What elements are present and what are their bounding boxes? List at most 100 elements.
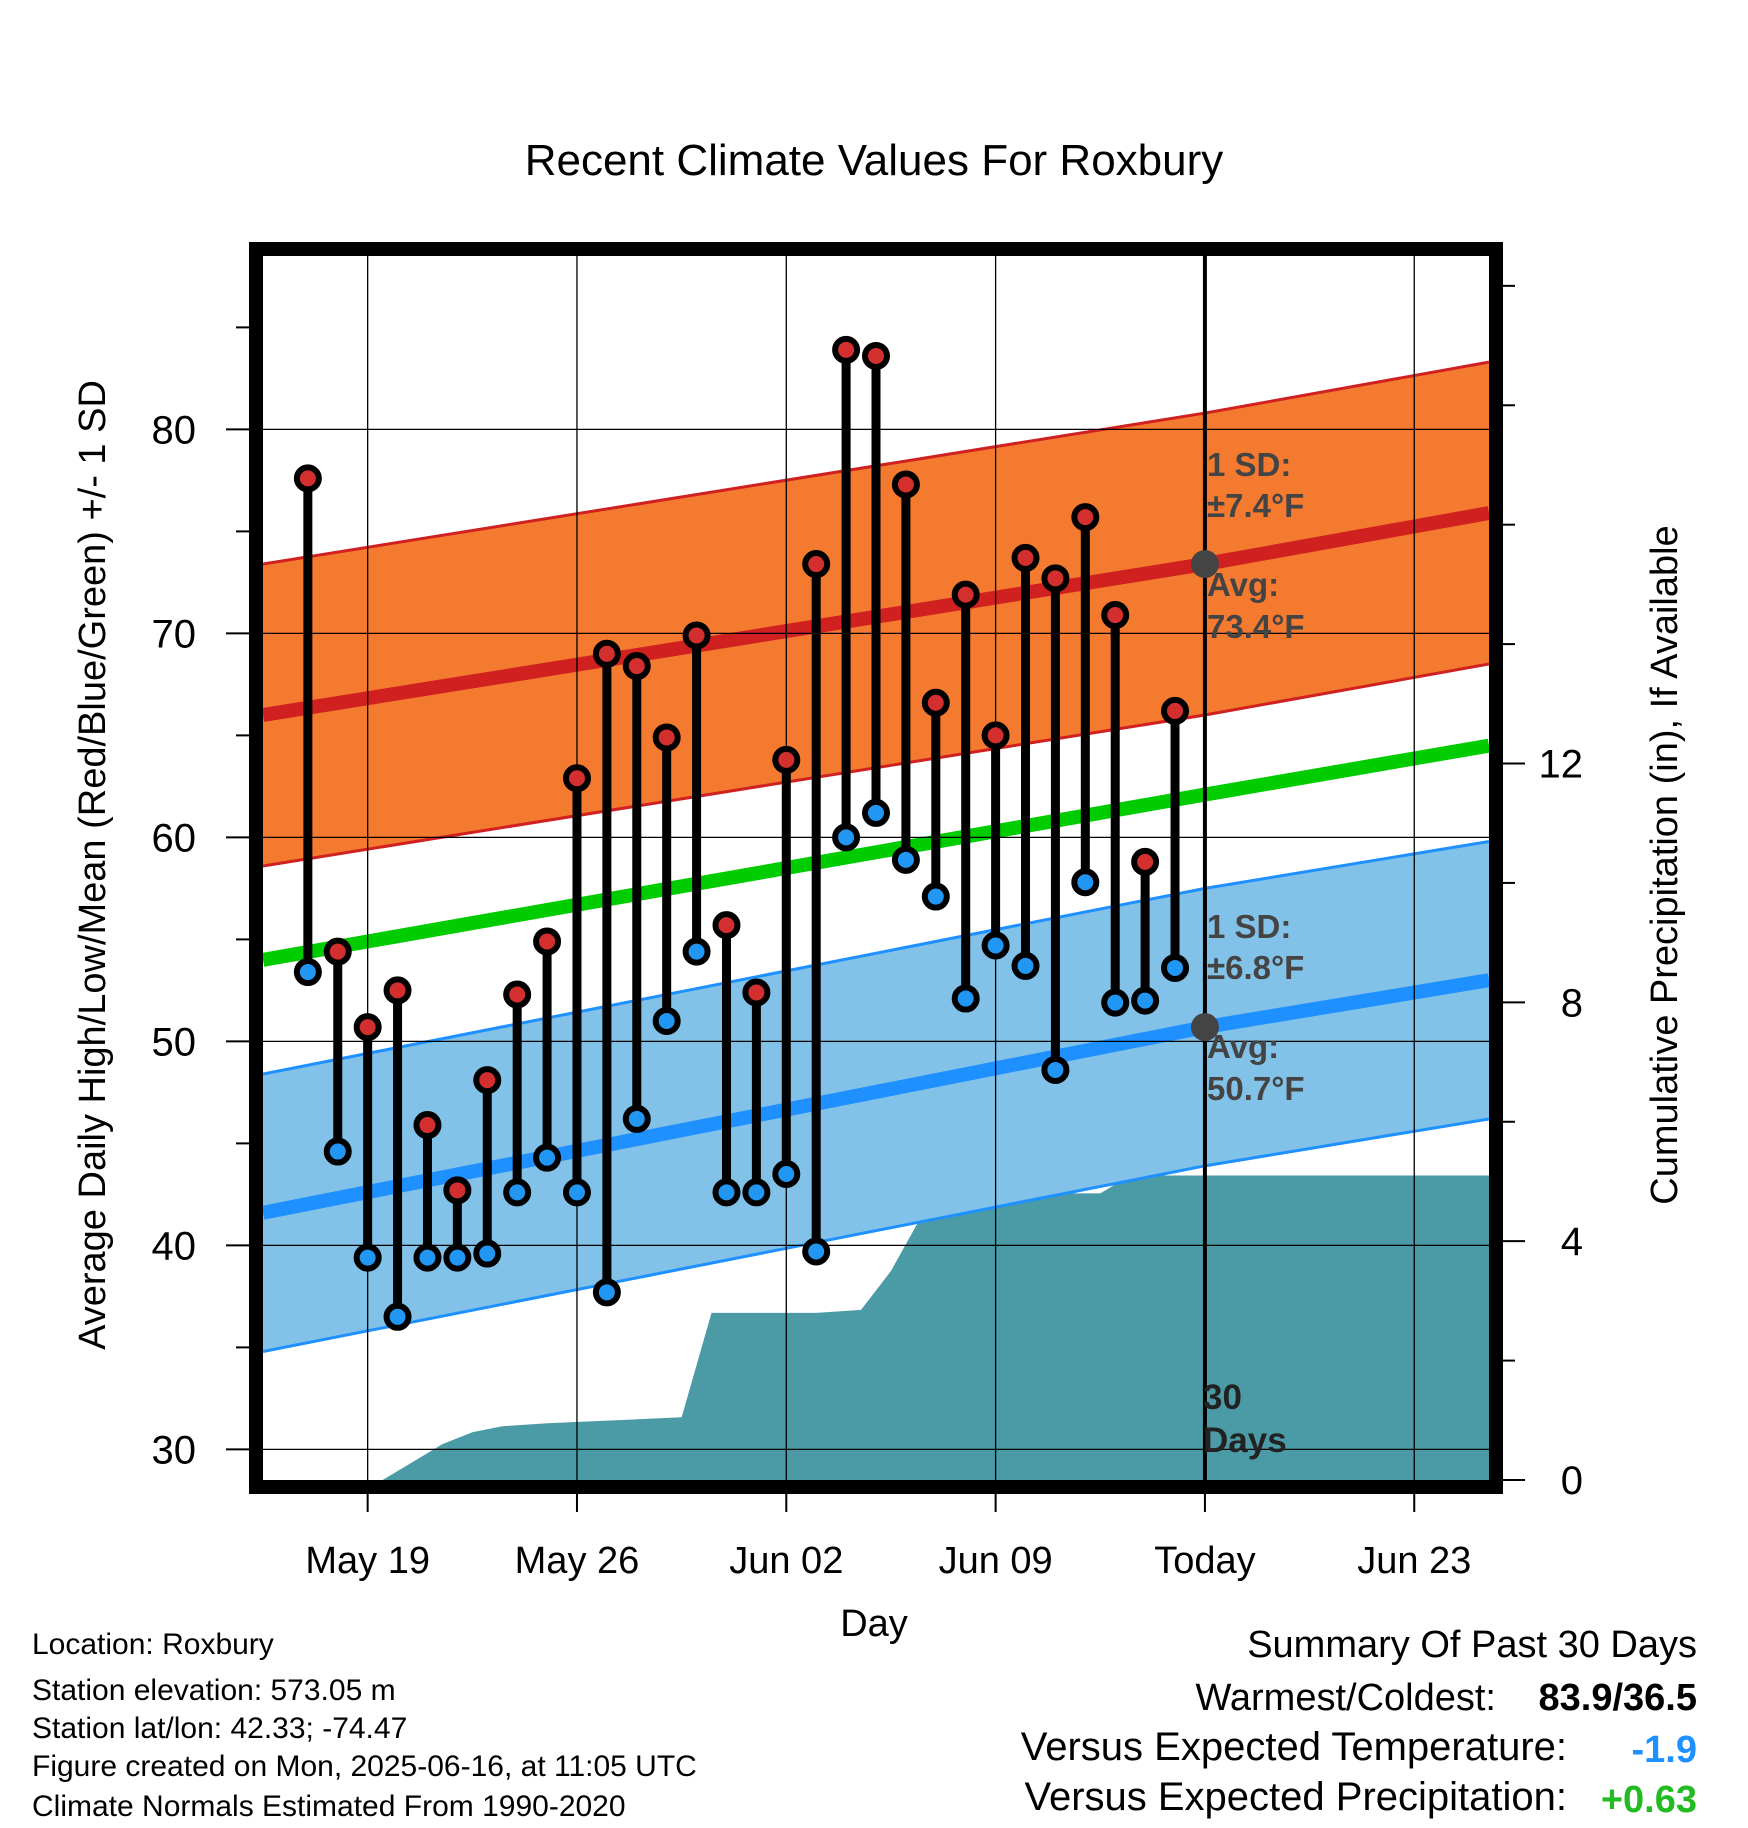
chart-title: Recent Climate Values For Roxbury <box>525 136 1224 185</box>
warmest-coldest-value: 83.9/36.5 <box>1539 1677 1697 1719</box>
days-label: Days <box>1203 1421 1287 1460</box>
high-avg-label: Avg: <box>1207 566 1279 603</box>
daily-low-point <box>293 958 322 987</box>
daily-low-point <box>832 823 861 852</box>
daily-high-point <box>832 335 861 364</box>
daily-high-point <box>1011 543 1040 572</box>
daily-low-point <box>1011 951 1040 980</box>
today-normal-low-marker <box>1190 1013 1219 1042</box>
x-tick-label: May 26 <box>515 1540 640 1582</box>
daily-high-point <box>981 721 1010 750</box>
days-annotation: 30 Days <box>1203 1378 1287 1460</box>
y-tick-label: 80 <box>152 408 197 452</box>
daily-low-point <box>652 1007 681 1035</box>
low-sd-value: ±6.8°F <box>1207 949 1304 986</box>
daily-low-point <box>951 984 980 1013</box>
y-tick-label: 30 <box>152 1428 197 1472</box>
daily-high-point <box>562 764 591 793</box>
normals-text: Climate Normals Estimated From 1990-2020 <box>32 1790 626 1823</box>
daily-high-point <box>1131 847 1160 876</box>
daily-low-point <box>383 1302 412 1331</box>
daily-low-point <box>802 1237 831 1266</box>
daily-low-point <box>562 1178 591 1207</box>
daily-low-point <box>503 1178 532 1207</box>
daily-high-point <box>772 745 801 774</box>
y2-tick-label: 8 <box>1561 981 1583 1025</box>
location-text: Location: Roxbury <box>32 1628 274 1661</box>
temp-anomaly-label: Versus Expected Temperature: <box>1021 1725 1567 1769</box>
days-count: 30 <box>1203 1378 1242 1417</box>
daily-low-point <box>1131 986 1160 1015</box>
plot-area <box>263 256 1489 1480</box>
y2-tick-label: 0 <box>1561 1459 1583 1503</box>
low-sd-label: 1 SD: <box>1207 908 1291 945</box>
plot-frame <box>249 242 1503 1494</box>
axes-layer: May 19 May 26 Jun 02 Jun 09 Today Jun 2330405… <box>152 284 1583 1582</box>
daily-high-point <box>921 688 950 717</box>
precip-anomaly-label: Versus Expected Precipitation: <box>1024 1775 1567 1819</box>
daily-low-point <box>443 1243 472 1272</box>
summary-block: Summary Of Past 30 Days Warmest/Coldest:… <box>1021 1624 1697 1821</box>
x-tick-label: Jun 23 <box>1357 1540 1471 1582</box>
daily-high-point <box>413 1111 442 1140</box>
warmest-coldest-label: Warmest/Coldest: <box>1195 1677 1496 1719</box>
daily-high-point <box>622 652 651 681</box>
daily-low-point <box>921 882 950 911</box>
y-tick-label: 50 <box>152 1020 197 1064</box>
daily-low-point <box>473 1239 502 1268</box>
daily-low-point <box>353 1243 382 1272</box>
y-tick-label: 40 <box>152 1224 197 1268</box>
daily-high-point <box>1071 503 1100 532</box>
low-avg-value: 50.7°F <box>1207 1070 1305 1107</box>
daily-high-point <box>353 1013 382 1042</box>
daily-high-point <box>742 978 771 1007</box>
daily-low-point <box>323 1137 352 1166</box>
latlon-text: Station lat/lon: 42.33; -74.47 <box>32 1712 407 1745</box>
daily-high-point <box>293 464 322 493</box>
precipitation-area-layer <box>263 1175 1489 1480</box>
daily-low-point <box>1041 1055 1070 1084</box>
daily-high-point <box>443 1176 472 1205</box>
high-avg-value: 73.4°F <box>1207 608 1305 645</box>
summary-heading: Summary Of Past 30 Days <box>1247 1624 1697 1666</box>
daily-low-point <box>772 1160 801 1188</box>
low-avg-label: Avg: <box>1207 1028 1279 1065</box>
high-sd-label: 1 SD: <box>1207 446 1291 483</box>
x-tick-label: Jun 02 <box>729 1540 843 1582</box>
daily-low-point <box>533 1143 562 1172</box>
precipitation-area <box>263 1175 1489 1480</box>
elevation-text: Station elevation: 573.05 m <box>32 1674 396 1707</box>
daily-low-point <box>1071 868 1100 897</box>
daily-low-point <box>981 931 1010 960</box>
high-annotations: 1 SD: ±7.4°F Avg: 73.4°F <box>1207 446 1305 645</box>
daily-low-point <box>682 937 711 966</box>
low-annotations: 1 SD: ±6.8°F Avg: 50.7°F <box>1207 908 1305 1107</box>
x-tick-label: Jun 09 <box>939 1540 1053 1582</box>
daily-high-point <box>951 580 980 609</box>
daily-low-point <box>592 1278 621 1307</box>
daily-high-point <box>891 470 920 499</box>
daily-low-point <box>1101 988 1130 1017</box>
x-tick-label: Today <box>1154 1540 1255 1582</box>
daily-low-point <box>862 798 890 827</box>
y-tick-label: 60 <box>152 816 197 860</box>
daily-high-point <box>1041 564 1070 593</box>
daily-high-point <box>503 980 532 1009</box>
daily-low-point <box>742 1178 771 1207</box>
daily-high-point <box>533 927 562 956</box>
daily-low-point <box>622 1104 651 1133</box>
daily-high-point <box>473 1066 502 1095</box>
x-axis-title: Day <box>840 1603 908 1645</box>
footer-info: Location: Roxbury Station elevation: 573… <box>32 1628 697 1823</box>
y-axis-title: Average Daily High/Low/Mean (Red/Blue/Gr… <box>72 380 114 1350</box>
daily-low-point <box>891 845 920 874</box>
daily-high-point <box>802 550 831 579</box>
precip-anomaly-value: +0.63 <box>1601 1779 1697 1821</box>
daily-high-point <box>682 621 711 650</box>
y-tick-label: 70 <box>152 612 197 656</box>
daily-high-point <box>712 911 741 940</box>
today-layer <box>1190 256 1219 1480</box>
today-normal-high-marker <box>1190 550 1219 579</box>
y2-axis-title: Cumulative Precipitation (in), If Availa… <box>1644 525 1686 1204</box>
